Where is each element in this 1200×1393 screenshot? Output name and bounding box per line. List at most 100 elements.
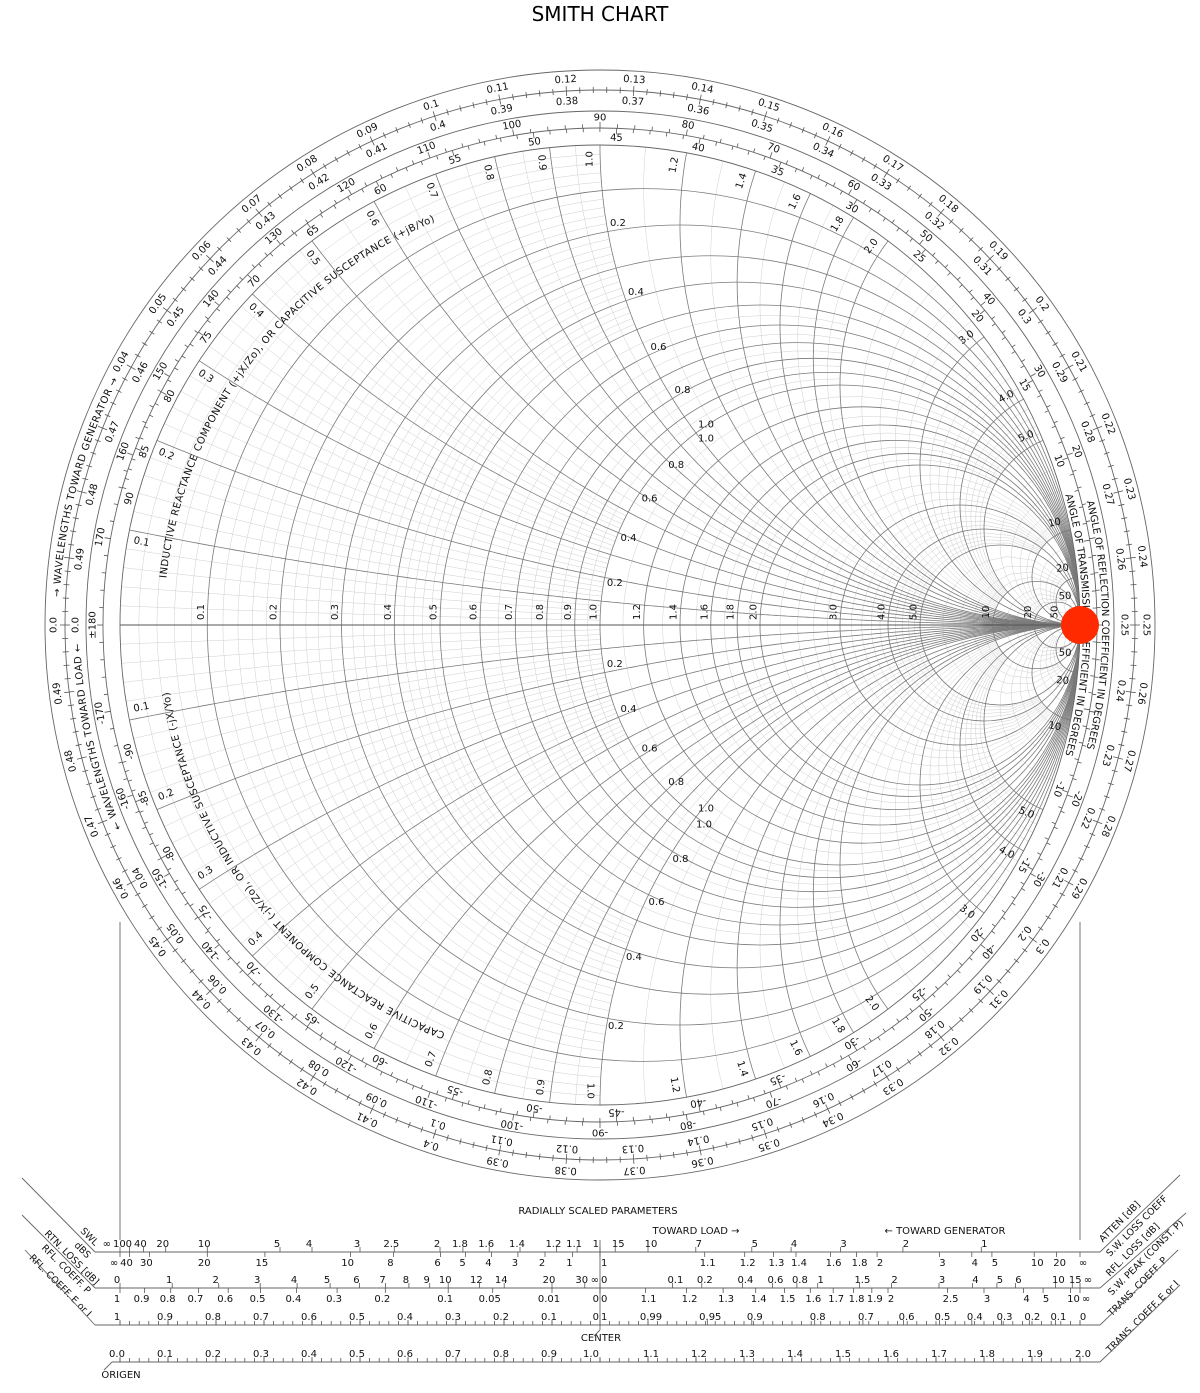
wavelength-generator-label: 0.11 (486, 81, 510, 96)
wavelength-generator-label: 0.32 (936, 1034, 960, 1057)
center-label: CENTER (581, 1333, 621, 1344)
wavelength-tick (189, 276, 195, 282)
atten-label: 15 (612, 1239, 625, 1250)
transmission-angle-tick (1069, 473, 1074, 476)
reflection-angle-tick (127, 794, 134, 798)
transmission-angle-label: -15 (1015, 855, 1033, 875)
wavelength-tick (446, 109, 449, 116)
rfl-coeff-p-label: 1 (114, 1294, 120, 1305)
reflection-angle-tick (334, 199, 337, 204)
transmission-angle-tick (375, 181, 380, 187)
resistance-label: 1.2 (632, 604, 643, 620)
reflection-angle-tick (264, 994, 268, 998)
origin-scale-label: 1.0 (583, 1349, 599, 1360)
wavelength-tick (115, 857, 122, 861)
wavelength-tick (277, 1051, 283, 1057)
minor-reactance-arc (172, 681, 607, 844)
rfl-coeff-p-label: 0.8 (160, 1294, 176, 1305)
trans-e-label: 1.8 (979, 1349, 995, 1360)
trans-p-label: 0.8 (810, 1312, 826, 1323)
wavelength-tick (1078, 857, 1085, 861)
reactance-label-positive: 10 (1047, 517, 1062, 530)
wavelength-tick (472, 102, 475, 109)
wavelength-load-label: 0.3 (1015, 307, 1033, 326)
wavelength-generator-label: 0.31 (986, 987, 1009, 1011)
transmission-angle-tick (1020, 881, 1025, 885)
reflection-angle-tick (1038, 389, 1043, 393)
wavelength-load-label: 0.0 (71, 617, 82, 633)
wavelength-tick (1125, 556, 1136, 559)
wavelength-tick (763, 111, 768, 122)
transmission-angle-tick (991, 923, 996, 927)
wavelength-tick (512, 1149, 514, 1156)
wavelength-tick (70, 717, 77, 720)
wavelength-tick (75, 743, 82, 747)
wavelength-tick (68, 543, 75, 546)
transmission-angle-tick (698, 138, 701, 145)
wavelength-tick (906, 1059, 912, 1065)
sw-peak-label: 0 (601, 1294, 607, 1305)
reflection-angle-tick (135, 436, 140, 440)
transmission-angle-tick (825, 1063, 828, 1068)
reflection-angle-tick (276, 239, 281, 245)
reactance-label-positive: 20 (1056, 563, 1070, 575)
wavelength-tick (126, 364, 136, 371)
transmission-angle-tick (269, 252, 274, 257)
minor-reactance-arc (123, 639, 601, 683)
reflection-angle-tick (444, 1097, 447, 1102)
scale-divider (103, 1361, 113, 1371)
wavelength-tick (565, 86, 568, 97)
sw-peak-label: ∞ (1082, 1294, 1090, 1305)
wavelength-tick (206, 255, 214, 263)
wavelength-tick (948, 218, 954, 224)
minor-reactance-arc (164, 676, 606, 827)
reflection-angle-tick (103, 693, 108, 696)
wavelength-tick (72, 730, 79, 733)
reflection-angle-tick (239, 969, 243, 974)
reactance-label-positive: 0.6 (364, 209, 381, 228)
minor-reactance-arc (929, 351, 1000, 602)
transmission-angle-tick (451, 150, 455, 157)
minor-reactance-arc (404, 690, 775, 1064)
wavelength-generator-label: 0.48 (63, 749, 79, 773)
reflection-angle-label: 20 (1069, 444, 1084, 460)
wavelength-generator-label: 0.25 (1141, 614, 1152, 636)
transmission-angle-tick (896, 1018, 900, 1023)
transmission-angle-label: 10 (1051, 453, 1066, 469)
wavelength-tick (1084, 401, 1090, 405)
reactance-label-negative: 1.2 (668, 1076, 682, 1094)
wavelength-tick (1052, 904, 1059, 908)
reflection-angle-tick (157, 389, 162, 393)
transmission-angle-tick (128, 779, 133, 782)
transmission-angle-tick (682, 1110, 684, 1115)
wavelength-load-label: 0.14 (686, 1132, 710, 1147)
transmission-angle-tick (715, 141, 717, 146)
swl-label: 1.8 (452, 1239, 468, 1250)
minor-reactance-arc (908, 645, 999, 930)
reactance-label-negative: 0.1 (133, 701, 151, 715)
minor-reactance-arc (522, 151, 784, 542)
swl-label: 1.1 (566, 1239, 582, 1250)
swl-label: 40 (134, 1239, 147, 1250)
reactance-label-on-r1: 1.0 (698, 434, 714, 445)
reflection-angle-tick (905, 229, 909, 234)
minor-reactance-arc (299, 733, 627, 1000)
minor-reactance-arc (126, 548, 601, 607)
transmission-angle-tick (839, 1055, 843, 1060)
transmission-angle-tick (666, 132, 668, 137)
wavelength-tick (895, 1066, 900, 1073)
wavelength-load-label: 0.31 (970, 254, 993, 278)
wavelength-tick (1089, 832, 1096, 836)
reflection-angle-tick (164, 873, 170, 877)
wavelength-load-label: 0.39 (490, 103, 514, 118)
minor-reactance-arc (138, 658, 603, 758)
transmission-angle-label: 90 (123, 491, 137, 506)
rtn-loss-label: 30 (575, 1275, 588, 1286)
resistance-label-on-x-1: 0.2 (608, 1021, 624, 1032)
transmission-angle-tick (909, 1008, 913, 1012)
reflection-angle-tick (204, 930, 209, 934)
transmission-angle-tick (794, 168, 798, 173)
rtn-loss-label: 7 (379, 1275, 385, 1286)
reflection-angle-tick (932, 994, 936, 998)
wavelength-tick (1037, 926, 1044, 931)
